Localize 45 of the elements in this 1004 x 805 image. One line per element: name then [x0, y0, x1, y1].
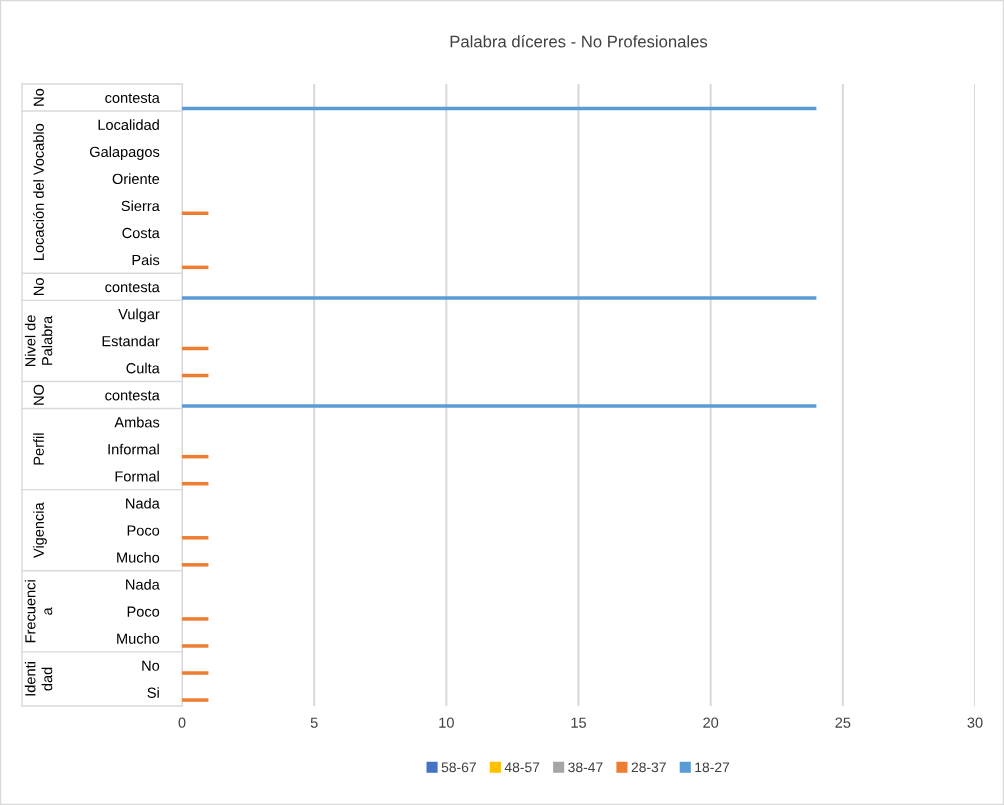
text: Perfil: [33, 433, 44, 465]
text: No: [33, 278, 44, 295]
text: Locación del Vocablo: [33, 123, 44, 260]
y-tick-label: Formal: [115, 470, 159, 482]
y-tick-label: Nada: [126, 579, 160, 590]
y-tick-label: Informal: [108, 443, 159, 455]
y-tick-label: Costa: [122, 227, 160, 239]
y-tick-label: Galapagos: [89, 146, 160, 160]
y-tick-label: Poco: [127, 525, 160, 536]
x-tick-label: 15: [571, 717, 586, 728]
y-tick-label: Mucho: [117, 633, 160, 644]
legend-label: 38-47: [568, 762, 603, 773]
x-tick-label: 0: [178, 717, 186, 728]
y-tick-label: Vulgar: [118, 308, 160, 323]
chart-title: Palabra díceres - No Profesionales: [450, 35, 708, 48]
legend-label: 18-27: [695, 762, 730, 773]
text: Vigencia: [33, 502, 47, 558]
x-tick-label: 10: [439, 717, 454, 728]
y-tick-label: Sierra: [121, 200, 160, 212]
y-tick-label: contesta: [105, 390, 160, 401]
y-tick-label: Poco: [127, 606, 160, 617]
x-tick-label: 20: [703, 717, 719, 728]
y-tick-label: Mucho: [117, 551, 160, 563]
text: Nivel de Palabra: [24, 315, 53, 367]
y-tick-label: Estandar: [102, 335, 160, 347]
text: NO: [33, 384, 44, 405]
y-tick-label: Culta: [126, 362, 160, 374]
text: No: [33, 88, 44, 106]
x-tick-label: 30: [967, 717, 983, 728]
y-tick-label: Si: [147, 687, 159, 698]
y-tick-label: Ambas: [114, 416, 160, 428]
y-tick-label: contesta: [105, 93, 160, 103]
x-tick-label: 25: [835, 717, 851, 728]
legend-label: 48-57: [504, 762, 540, 773]
y-tick-label: Pais: [132, 254, 160, 266]
legend-label: 28-37: [631, 762, 666, 773]
x-tick-label: 5: [310, 717, 318, 728]
y-tick-label: Localidad: [98, 119, 159, 130]
text: Frecuenci a: [24, 580, 53, 643]
y-tick-label: Nada: [126, 497, 160, 509]
y-tick-label: Oriente: [112, 173, 160, 185]
text: Identi dad: [24, 662, 53, 696]
y-tick-label: contesta: [105, 282, 160, 293]
legend-label: 58-67: [441, 762, 476, 773]
y-tick-label: No: [142, 660, 160, 671]
